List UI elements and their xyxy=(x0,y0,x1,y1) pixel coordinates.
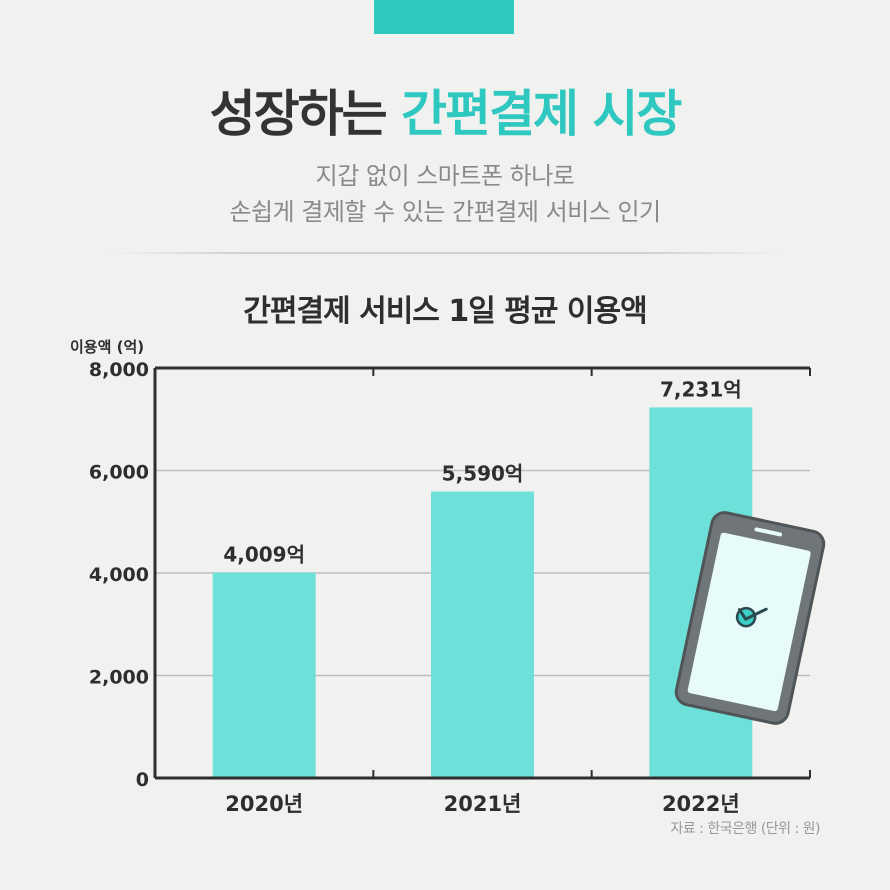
page-subtitle: 지갑 없이 스마트폰 하나로 손쉽게 결제할 수 있는 간편결제 서비스 인기 xyxy=(0,158,890,230)
x-tick-label: 2020년 xyxy=(225,792,303,816)
page-title: 성장하는 간편결제 시장 xyxy=(0,74,890,146)
source-note: 자료 : 한국은행 (단위 : 원) xyxy=(670,821,820,837)
axes xyxy=(153,366,811,780)
subtitle-line-2: 손쉽게 결제할 수 있는 간편결제 서비스 인기 xyxy=(229,198,661,226)
page-title-highlight: 간편결제 시장 xyxy=(401,85,682,143)
smartphone-check-icon xyxy=(674,511,826,725)
y-tick-label: 6,000 xyxy=(89,462,149,484)
top-tab-decoration xyxy=(374,0,514,34)
y-tick-label: 8,000 xyxy=(89,359,149,381)
y-tick-label: 2,000 xyxy=(89,667,149,689)
x-tick-label: 2022년 xyxy=(662,792,740,816)
data-label: 7,231억 xyxy=(660,377,742,401)
section-divider xyxy=(110,252,780,254)
data-label: 5,590억 xyxy=(442,462,524,486)
bar xyxy=(212,572,316,778)
labels: 0 2,000 4,000 6,000 8,000 이용액 (억) 4,009억 2020년 5… xyxy=(70,338,742,816)
data-label: 4,009억 xyxy=(223,543,305,567)
y-tick-label: 4,000 xyxy=(89,564,149,586)
subtitle-line-1: 지갑 없이 스마트폰 하나로 xyxy=(315,162,575,190)
y-axis-label: 이용액 (억) xyxy=(70,338,144,356)
y-tick-label: 0 xyxy=(136,769,149,791)
page-title-part1: 성장하는 xyxy=(209,85,388,143)
chart-title: 간편결제 서비스 1일 평균 이용액 xyxy=(243,294,647,329)
x-tick-label: 2021년 xyxy=(444,792,522,816)
bar xyxy=(431,491,534,778)
